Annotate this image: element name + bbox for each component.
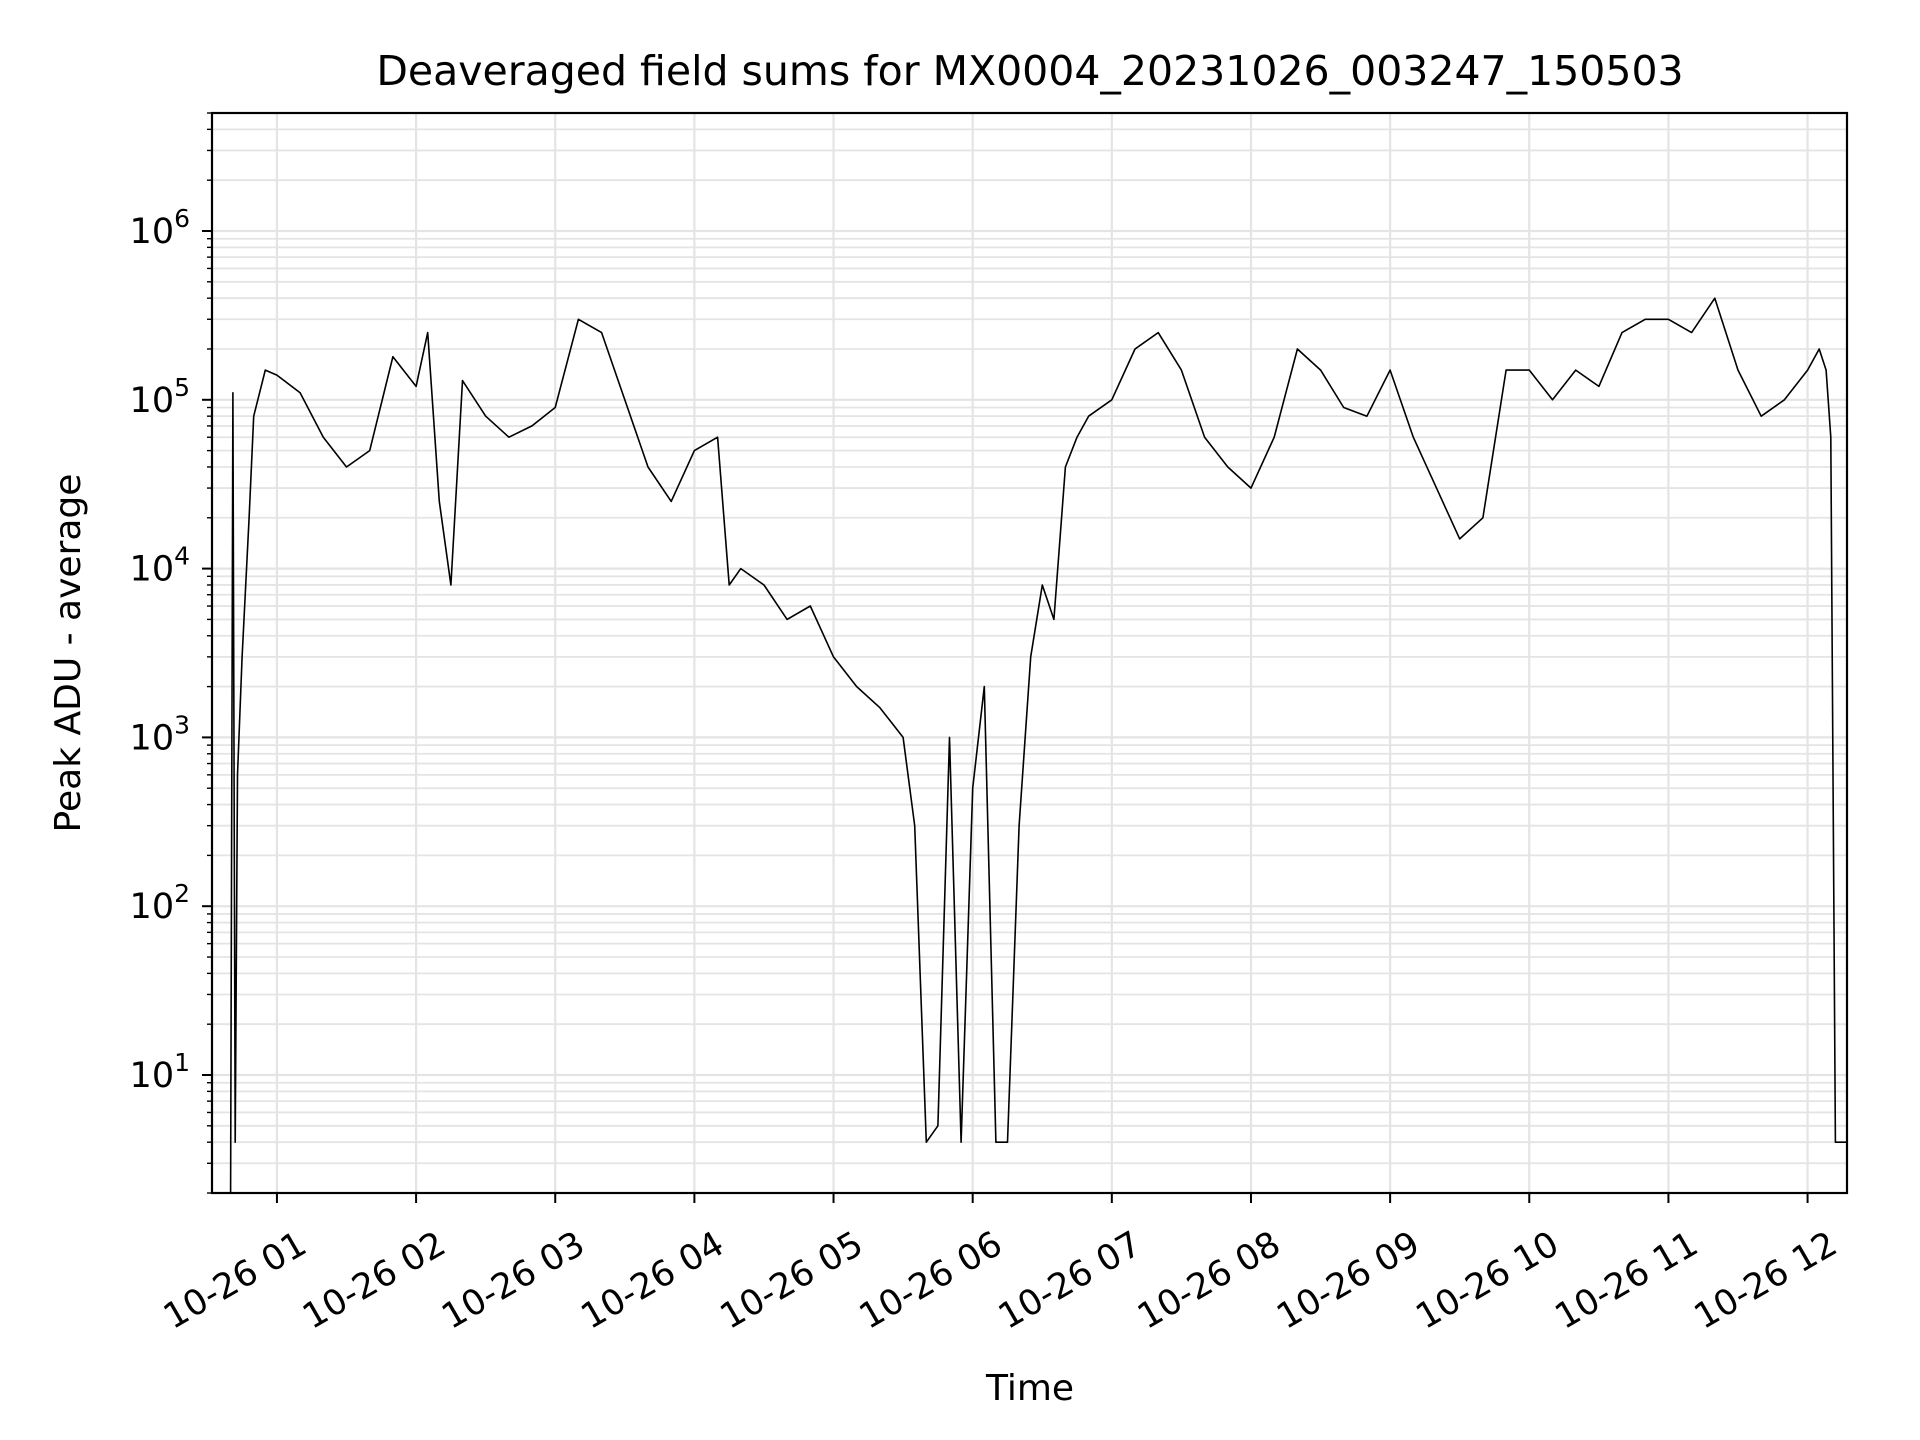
x-tick-label: 10-26 11	[1549, 1224, 1705, 1337]
x-tick-label: 10-26 12	[1688, 1224, 1844, 1337]
x-tick-label: 10-26 08	[1131, 1224, 1287, 1337]
y-tick-label: 104	[130, 542, 190, 590]
y-tick-label: 101	[130, 1048, 190, 1096]
y-axis-label: Peak ADU - average	[48, 474, 89, 833]
x-tick-label: 10-26 03	[435, 1224, 591, 1337]
grid-layer	[212, 112, 1847, 1194]
x-tick-label: 10-26 06	[853, 1224, 1009, 1337]
x-tick-label: 10-26 07	[992, 1224, 1148, 1337]
y-tick-label: 106	[130, 204, 190, 252]
x-tick-label: 10-26 02	[296, 1224, 452, 1337]
x-tick-label: 10-26 05	[714, 1224, 870, 1337]
series-layer	[229, 297, 1847, 1194]
series-line	[229, 297, 1847, 1194]
y-tick-label: 102	[130, 879, 190, 927]
chart-title: Deaveraged field sums for MX0004_2023102…	[376, 47, 1683, 95]
y-tick-label: 103	[130, 710, 190, 758]
y-tick-label: 105	[130, 373, 190, 421]
x-tick-label: 10-26 09	[1270, 1224, 1426, 1337]
plot-frame	[210, 111, 1849, 1195]
x-tick-label: 10-26 01	[157, 1224, 313, 1337]
x-tick-label: 10-26 10	[1409, 1224, 1565, 1337]
x-axis-label: Time	[985, 1368, 1074, 1409]
x-tick-label: 10-26 04	[575, 1224, 731, 1337]
